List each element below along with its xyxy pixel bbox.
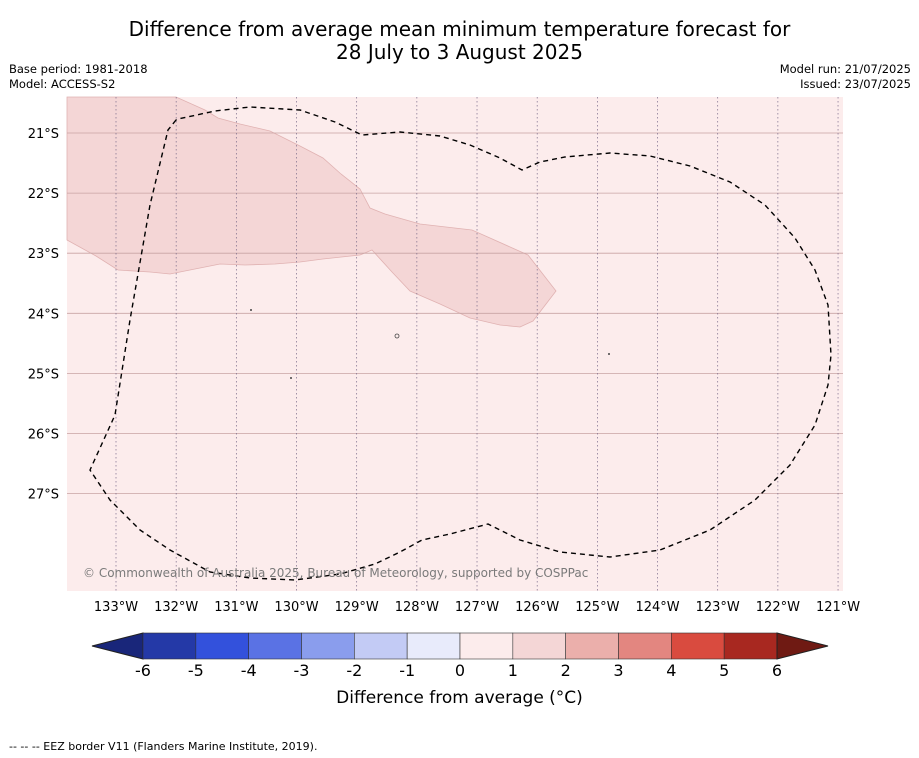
- colorbar-tick-label: -5: [188, 661, 204, 680]
- colorbar-segment: [195, 632, 249, 660]
- eez-footnote: -- -- -- EEZ border V11 (Flanders Marine…: [9, 740, 318, 753]
- island-mark: [394, 333, 400, 339]
- colorbar-segment: [512, 632, 566, 660]
- colorbar-tick-label: 1: [508, 661, 518, 680]
- longitude-label: 126°W: [515, 600, 559, 615]
- colorbar-tick-label: 4: [666, 661, 676, 680]
- graticule: [67, 97, 843, 591]
- longitude-label: 127°W: [455, 600, 499, 615]
- title-line-2: 28 July to 3 August 2025: [336, 40, 583, 64]
- colorbar: -6 -5 -4 -3 -2 -1 0 1 2 3 4 5 6: [91, 632, 829, 680]
- colorbar-min-extend: [91, 632, 144, 660]
- latitude-label: 22°S: [28, 187, 59, 202]
- colorbar-segment: [406, 632, 461, 660]
- longitude-label: 122°W: [756, 600, 800, 615]
- island-mark: [250, 309, 252, 311]
- colorbar-segment: [618, 632, 672, 660]
- longitude-label: 132°W: [154, 600, 198, 615]
- longitude-label: 121°W: [816, 600, 860, 615]
- colorbar-segment: [248, 632, 302, 660]
- model-run-text: Model run: 21/07/2025: [779, 62, 911, 76]
- model-text: Model: ACCESS-S2: [9, 77, 116, 91]
- colorbar-tick-label: 6: [772, 661, 782, 680]
- colorbar-segment: [565, 632, 619, 660]
- colorbar-label: Difference from average (°C): [336, 688, 583, 708]
- colorbar-tick-label: 3: [613, 661, 623, 680]
- longitude-label: 130°W: [274, 600, 318, 615]
- map-title: Difference from average mean minimum tem…: [0, 18, 919, 64]
- colorbar-segment: [301, 632, 355, 660]
- longitude-labels: 133°W 132°W 131°W 130°W 129°W 128°W 127°W 126°W…: [94, 600, 860, 615]
- latitude-label: 24°S: [28, 307, 59, 322]
- colorbar-tick-label: -6: [135, 661, 151, 680]
- colorbar-segment: [671, 632, 725, 660]
- longitude-label: 124°W: [635, 600, 679, 615]
- latitude-label: 27°S: [28, 488, 59, 503]
- colorbar-tick-label: -1: [399, 661, 415, 680]
- longitude-label: 125°W: [575, 600, 619, 615]
- longitude-label: 133°W: [94, 600, 138, 615]
- longitude-label: 131°W: [214, 600, 258, 615]
- latitude-label: 26°S: [28, 428, 59, 443]
- longitude-label: 128°W: [395, 600, 439, 615]
- title-line-1: Difference from average mean minimum tem…: [128, 17, 791, 41]
- colorbar-segment: [459, 632, 514, 660]
- latitude-label: 23°S: [28, 247, 59, 262]
- header-left: Base period: 1981-2018 Model: ACCESS-S2: [9, 62, 148, 92]
- colorbar-tick-labels: -6 -5 -4 -3 -2 -1 0 1 2 3 4 5 6: [135, 661, 782, 680]
- header-right: Model run: 21/07/2025 Issued: 23/07/2025: [780, 62, 911, 92]
- colorbar-tick-label: -2: [346, 661, 362, 680]
- colorbar-segment: [723, 632, 778, 660]
- longitude-label: 129°W: [335, 600, 379, 615]
- anomaly-region-1-2: [66, 96, 557, 328]
- latitude-label: 21°S: [28, 127, 59, 142]
- colorbar-tick-label: -3: [294, 661, 310, 680]
- colorbar-max-extend: [776, 632, 829, 660]
- colorbar-segment: [142, 632, 197, 660]
- island-mark: [608, 353, 610, 355]
- base-period-text: Base period: 1981-2018: [9, 62, 148, 76]
- colorbar-segment: [354, 632, 408, 660]
- latitude-labels: 21°S 22°S 23°S 24°S 25°S 26°S 27°S: [28, 127, 59, 503]
- issued-text: Issued: 23/07/2025: [800, 77, 911, 91]
- colorbar-tick-label: 5: [719, 661, 729, 680]
- eez-border: [89, 106, 832, 581]
- copyright-text: © Commonwealth of Australia 2025, Bureau…: [83, 566, 588, 580]
- island-mark: [290, 377, 292, 379]
- colorbar-tick-label: -4: [241, 661, 257, 680]
- longitude-label: 123°W: [696, 600, 740, 615]
- map-panel: © Commonwealth of Australia 2025, Bureau…: [66, 96, 843, 591]
- colorbar-tick-label: 0: [455, 661, 465, 680]
- colorbar-tick-label: 2: [561, 661, 571, 680]
- latitude-label: 25°S: [28, 367, 59, 382]
